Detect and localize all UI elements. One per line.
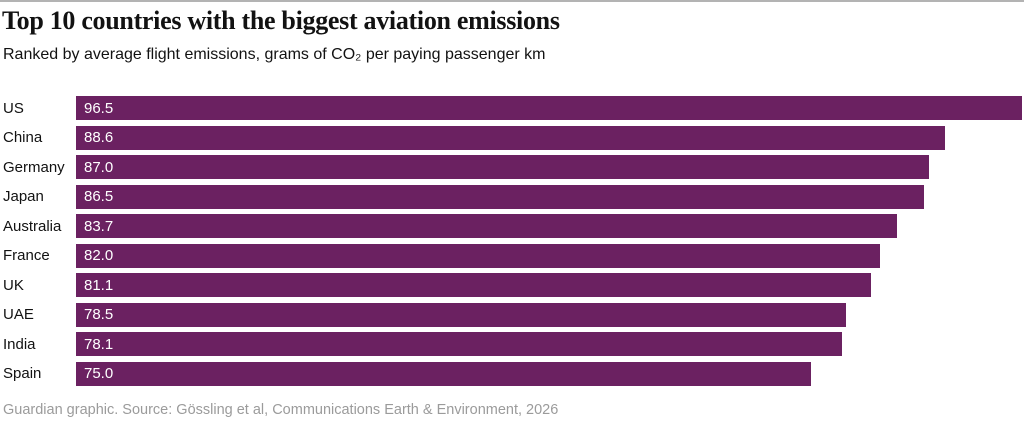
country-label: Japan <box>3 188 44 205</box>
bar-value-label: 86.5 <box>84 188 114 205</box>
bar: 86.5 <box>76 184 924 209</box>
bar-track: 87.0 <box>76 155 1022 179</box>
bar-value-label: 78.1 <box>84 335 114 353</box>
bar: 75.0 <box>76 361 812 386</box>
bar: 87.0 <box>76 155 929 179</box>
bar-row: US 96.5 <box>3 96 1022 120</box>
bar: 82.0 <box>76 243 880 268</box>
bar-value-label: 87.0 <box>84 158 114 176</box>
bar-row: India 78.1 <box>3 332 1022 356</box>
bar: 81.1 <box>76 273 872 297</box>
bar: 78.5 <box>76 302 846 327</box>
bar-value-label: 81.1 <box>84 276 114 294</box>
bar-value-label: 82.0 <box>84 247 114 264</box>
country-label: Spain <box>3 365 42 382</box>
bar-row: France 82.0 <box>3 243 1022 268</box>
bar-value-label: 96.5 <box>84 99 114 117</box>
bar-row: UK 81.1 <box>3 273 1022 297</box>
country-label: Germany <box>3 158 65 176</box>
bar: 78.1 <box>76 332 842 356</box>
bar-value-label: 75.0 <box>84 365 114 382</box>
top-border-rule <box>0 0 1024 2</box>
bar-track: 78.5 <box>76 302 1022 327</box>
bar-track: 81.1 <box>76 273 1022 297</box>
bar-row: UAE 78.5 <box>3 302 1022 327</box>
chart-title: Top 10 countries with the biggest aviati… <box>2 6 560 35</box>
bar-track: 82.0 <box>76 243 1022 268</box>
country-label: UAE <box>3 306 34 323</box>
bar-value-label: 78.5 <box>84 306 114 323</box>
bar: 83.7 <box>76 214 897 238</box>
country-label: China <box>3 129 43 146</box>
bar-track: 96.5 <box>76 96 1022 120</box>
bar-row: Germany 87.0 <box>3 155 1022 179</box>
bar: 88.6 <box>76 125 945 150</box>
country-label: Australia <box>3 217 62 235</box>
bar-track: 78.1 <box>76 332 1022 356</box>
bar-value-label: 88.6 <box>84 129 114 146</box>
bar-row: Australia 83.7 <box>3 214 1022 238</box>
chart-subtitle: Ranked by average flight emissions, gram… <box>3 46 546 63</box>
bar-track: 86.5 <box>76 184 1022 209</box>
bar-row: China 88.6 <box>3 125 1022 150</box>
bar-value-label: 83.7 <box>84 217 114 235</box>
bar-track: 75.0 <box>76 361 1022 386</box>
country-label: India <box>3 335 36 353</box>
bar-row: Spain 75.0 <box>3 361 1022 386</box>
country-label: US <box>3 99 24 117</box>
bar: 96.5 <box>76 96 1022 120</box>
source-credit: Guardian graphic. Source: Gössling et al… <box>3 401 559 418</box>
bar-track: 83.7 <box>76 214 1022 238</box>
bar-track: 88.6 <box>76 125 1022 150</box>
bar-row: Japan 86.5 <box>3 184 1022 209</box>
bar-chart: US 96.5 China 88.6 Germany 87.0 Japan 86.5 Austr… <box>3 96 1022 386</box>
country-label: France <box>3 247 50 264</box>
country-label: UK <box>3 276 24 294</box>
